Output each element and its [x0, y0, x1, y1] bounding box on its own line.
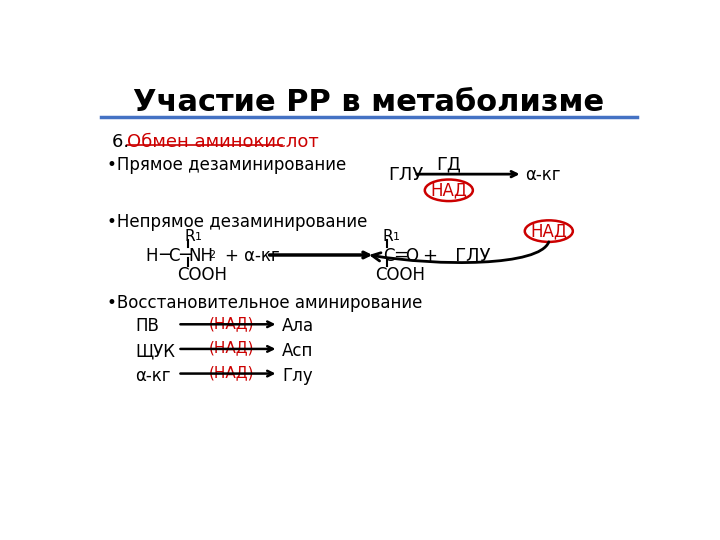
- Text: +   ГЛУ: + ГЛУ: [423, 247, 491, 265]
- Text: Участие РР в метаболизме: Участие РР в метаболизме: [133, 88, 605, 117]
- Text: COOH: COOH: [177, 266, 227, 284]
- Text: ГЛУ: ГЛУ: [388, 166, 423, 185]
- Text: (НАД): (НАД): [209, 316, 255, 331]
- Text: Обмен аминокислот: Обмен аминокислот: [127, 132, 319, 151]
- Text: 6.: 6.: [112, 132, 135, 151]
- Text: C: C: [383, 247, 395, 265]
- Text: Глу: Глу: [282, 367, 312, 384]
- Text: + α-кг: + α-кг: [225, 247, 279, 265]
- Text: •Прямое дезаминирование: •Прямое дезаминирование: [107, 156, 346, 174]
- Text: 1: 1: [194, 232, 202, 242]
- Text: −: −: [158, 246, 173, 264]
- Text: НАД: НАД: [531, 222, 567, 240]
- Text: ЩУК: ЩУК: [135, 342, 175, 360]
- Text: 2: 2: [208, 251, 215, 260]
- Text: R: R: [383, 229, 394, 244]
- Text: Ала: Ала: [282, 318, 315, 335]
- Text: COOH: COOH: [375, 266, 426, 284]
- Text: Асп: Асп: [282, 342, 314, 360]
- Text: 1: 1: [393, 232, 400, 242]
- Text: NH: NH: [189, 247, 213, 265]
- Text: ПВ: ПВ: [135, 318, 159, 335]
- Text: R: R: [184, 229, 195, 244]
- Text: ГД: ГД: [436, 156, 462, 174]
- Text: •Непрямое дезаминирование: •Непрямое дезаминирование: [107, 213, 367, 232]
- Text: НАД: НАД: [431, 181, 467, 199]
- Text: =: =: [393, 246, 408, 264]
- Text: α-кг: α-кг: [135, 367, 171, 384]
- Text: C: C: [168, 247, 180, 265]
- Text: (НАД): (НАД): [209, 365, 255, 380]
- Text: O: O: [405, 247, 418, 265]
- Text: −: −: [178, 246, 193, 264]
- Text: H: H: [145, 247, 158, 265]
- FancyArrowPatch shape: [372, 242, 549, 262]
- Text: α-кг: α-кг: [526, 166, 561, 185]
- Text: (НАД): (НАД): [209, 340, 255, 355]
- Text: •Восстановительное аминирование: •Восстановительное аминирование: [107, 294, 423, 312]
